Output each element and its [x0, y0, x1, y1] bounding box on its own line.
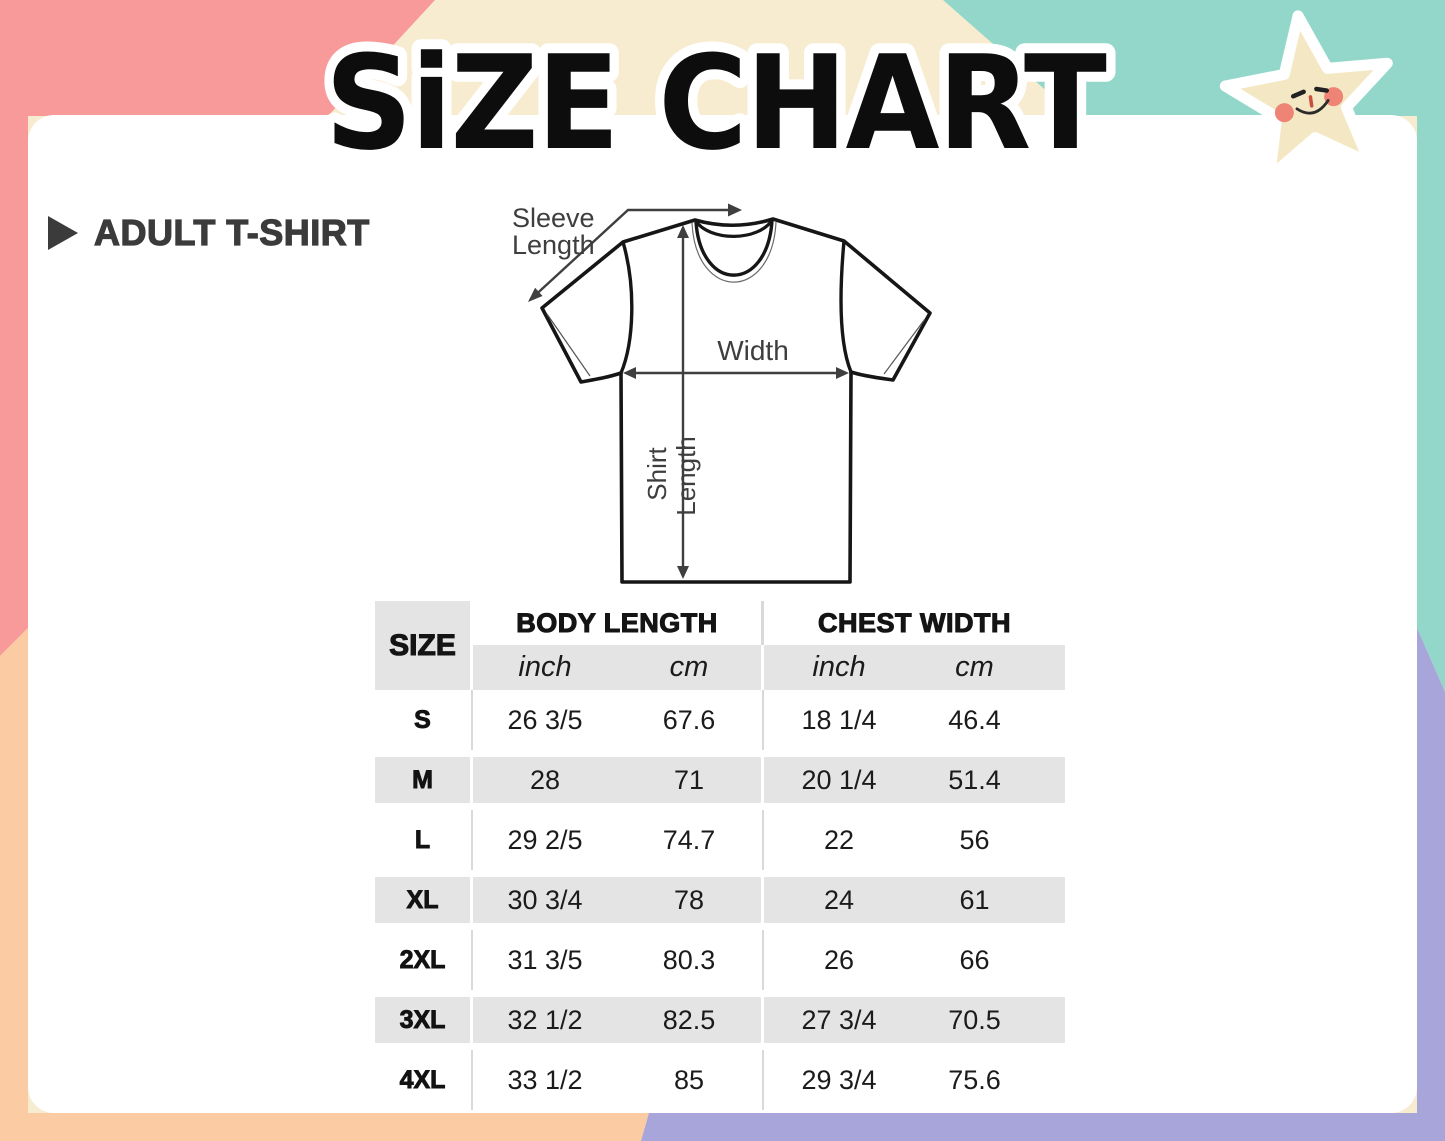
- body-length-cm-cell: 80.3: [662, 944, 716, 975]
- unit-header: cm: [914, 645, 1065, 690]
- chest-width-inch-cell: 22: [823, 824, 855, 855]
- group-header-row: BODY LENGTH CHEST WIDTH: [473, 601, 1065, 645]
- right-eye: [1314, 86, 1329, 93]
- length-arrowhead-up: [677, 225, 689, 238]
- title-text: SiZE CHART: [325, 27, 1106, 179]
- table-row: 4XL 33 1/2 85 29 3/4 75.6: [375, 1050, 1065, 1110]
- size-cell: L: [414, 825, 431, 854]
- smile: [1295, 99, 1330, 115]
- chest-width-cm-cell: 51.4: [914, 750, 1065, 810]
- unit-header: inch: [473, 645, 617, 690]
- size-cell: S: [414, 705, 432, 734]
- body-length-header: BODY LENGTH: [516, 607, 718, 638]
- collar-stitch-line: [691, 221, 777, 283]
- chest-width-inch-cell: 29 3/4: [801, 1064, 877, 1095]
- chest-width-inch-cell: 27 3/4: [764, 990, 914, 1050]
- collar-band: [693, 218, 775, 238]
- sleeve-arrowhead-right: [728, 203, 742, 217]
- star-icon: [1219, 10, 1393, 183]
- size-cell: 3XL: [375, 990, 470, 1050]
- sleeve-length-label-line1: Sleeve: [512, 203, 595, 233]
- size-column-header: SIZE: [375, 601, 470, 690]
- chest-width-cm-cell: 61: [914, 870, 1065, 930]
- chest-width-cm-cell: 56: [959, 824, 990, 855]
- table-row: S 26 3/5 67.6 18 1/4 46.4: [375, 690, 1065, 750]
- left-eye: [1290, 89, 1306, 99]
- column-separator: [761, 810, 764, 870]
- shirt-length-label-line1: Shirt: [642, 446, 672, 500]
- sleeve-length-label-line2: Length: [512, 230, 595, 260]
- nose: [1308, 95, 1314, 108]
- column-separator: [761, 690, 764, 750]
- body-length-cm-cell: 82.5: [617, 990, 761, 1050]
- chest-width-inch-cell: 18 1/4: [801, 704, 877, 735]
- body-length-cm-cell: 74.7: [662, 824, 716, 855]
- body-length-inch-cell: 30 3/4: [473, 870, 617, 930]
- body-length-cm-cell: 67.6: [662, 704, 716, 735]
- body-length-inch-cell: 28: [473, 750, 617, 810]
- tshirt-diagram: Sleeve Length Width Shirt Length: [512, 203, 932, 584]
- table-header-right: BODY LENGTH CHEST WIDTH inch cm inch cm: [473, 601, 1065, 690]
- tshirt-outline: [540, 217, 932, 584]
- column-separator: [470, 1050, 473, 1110]
- chest-width-cm-cell: 46.4: [948, 704, 1001, 735]
- chest-width-cm-cell: 66: [959, 944, 990, 975]
- table-row: L 29 2/5 74.7 22 56: [375, 810, 1065, 870]
- body-length-inch-cell: 33 1/2: [507, 1064, 583, 1095]
- table-row: 2XL 31 3/5 80.3 26 66: [375, 930, 1065, 990]
- right-armhole-seam: [839, 240, 853, 373]
- size-cell: XL: [375, 870, 470, 930]
- triangle-bullet-icon: [48, 216, 78, 250]
- body-length-inch-cell: 32 1/2: [473, 990, 617, 1050]
- width-arrowhead-right: [836, 367, 849, 379]
- column-separator: [761, 1050, 764, 1110]
- table-row: XL 30 3/4 78 24 61: [375, 870, 1065, 930]
- column-separator: [470, 690, 473, 750]
- page-title: SiZE CHART: [315, 17, 1118, 189]
- unit-header: inch: [764, 645, 914, 690]
- body-length-inch-cell: 31 3/5: [507, 944, 583, 975]
- body-length-inch-cell: 29 2/5: [507, 824, 583, 855]
- table-row: 3XL 32 1/2 82.5 27 3/4 70.5: [375, 990, 1065, 1050]
- left-sleeve-hem-line: [546, 313, 591, 377]
- width-arrowhead-left: [623, 367, 636, 379]
- column-separator: [761, 930, 764, 990]
- chest-width-inch-cell: 20 1/4: [764, 750, 914, 810]
- sleeve-arrowhead-left: [528, 287, 543, 302]
- left-cheek: [1274, 103, 1294, 123]
- right-sleeve-hem-line: [883, 318, 926, 375]
- left-armhole-seam: [619, 241, 634, 374]
- chest-width-header: CHEST WIDTH: [817, 607, 1011, 638]
- column-separator: [470, 930, 473, 990]
- table-row: M 28 71 20 1/4 51.4: [375, 750, 1065, 810]
- chest-width-inch-cell: 24: [764, 870, 914, 930]
- section-heading: ADULT T-SHIRT: [48, 211, 370, 254]
- chest-width-cm-cell: 70.5: [914, 990, 1065, 1050]
- sleeve-length-arrow: [529, 208, 738, 301]
- column-separator: [761, 601, 764, 645]
- size-cell: M: [375, 750, 470, 810]
- collar-opening: [694, 220, 774, 277]
- body-length-inch-cell: 26 3/5: [507, 704, 583, 735]
- width-label: Width: [717, 335, 789, 366]
- unit-header-row: inch cm inch cm: [473, 645, 1065, 690]
- body-length-cm-cell: 85: [673, 1064, 705, 1095]
- size-cell: 2XL: [399, 945, 446, 974]
- chest-width-inch-cell: 26: [823, 944, 855, 975]
- length-arrowhead-down: [677, 566, 689, 579]
- shirt-length-label-line2: Length: [671, 436, 701, 516]
- chest-width-cm-cell: 75.6: [948, 1064, 1001, 1095]
- body-length-cm-cell: 71: [617, 750, 761, 810]
- table-header: SIZE BODY LENGTH CHEST WIDTH inch cm inc…: [375, 601, 1065, 690]
- size-table: SIZE BODY LENGTH CHEST WIDTH inch cm inc…: [375, 601, 1065, 1110]
- column-separator: [470, 810, 473, 870]
- body-length-cm-cell: 78: [617, 870, 761, 930]
- section-heading-label: ADULT T-SHIRT: [93, 211, 370, 253]
- star-shape: [1219, 10, 1393, 183]
- unit-header: cm: [617, 645, 761, 690]
- size-cell: 4XL: [399, 1065, 446, 1094]
